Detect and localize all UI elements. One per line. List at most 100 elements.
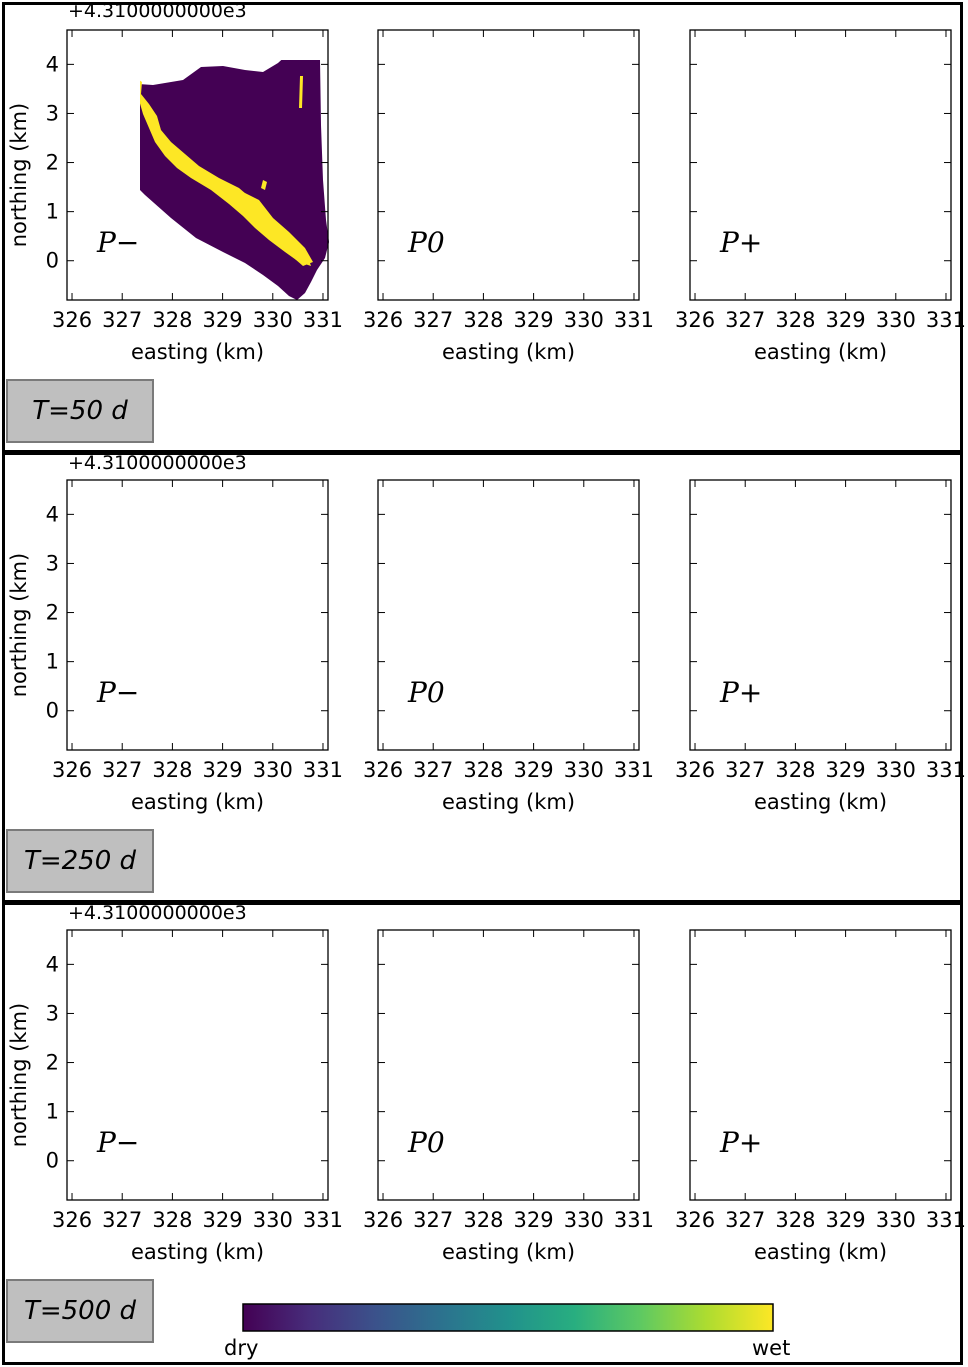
- wet-area: [878, 1042, 908, 1066]
- catchment-dry-area: [73, 480, 329, 750]
- y-tick-label: 3: [46, 551, 59, 575]
- x-tick-label: 329: [826, 308, 866, 332]
- x-tick-label: 328: [775, 758, 815, 782]
- row-frame-t50: [2, 2, 963, 453]
- map-panel: 326 327 328 329 330 331 easting (km) P+: [675, 479, 966, 814]
- x-tick-label: 327: [413, 1208, 453, 1232]
- x-tick-label: 328: [775, 1208, 815, 1232]
- x-tick-label: 327: [725, 758, 765, 782]
- axes-frame: [377, 929, 640, 1201]
- x-axis-label: easting (km): [754, 790, 887, 814]
- catchment-dry-area: [384, 30, 640, 300]
- wet-area: [612, 70, 620, 130]
- x-axis-label: easting (km): [442, 340, 575, 364]
- time-label-t250: T=250 d: [6, 829, 154, 893]
- x-tick-label: 331: [614, 1208, 654, 1232]
- x-tick-label: 330: [564, 758, 604, 782]
- wet-area: [836, 562, 880, 592]
- x-tick-label: 327: [413, 308, 453, 332]
- y-tick-label: 0: [46, 1149, 59, 1173]
- wet-area: [924, 978, 930, 996]
- wet-area: [904, 1020, 912, 1030]
- scenario-label: P+: [719, 1126, 762, 1159]
- catchment-dry-area: [696, 30, 952, 300]
- wet-area: [574, 620, 582, 652]
- wet-area: [239, 190, 313, 266]
- wet-area: [544, 568, 560, 580]
- wet-area: [261, 180, 267, 190]
- wet-area: [440, 548, 478, 586]
- y-axis-label: northing (km): [7, 103, 31, 248]
- y-axis-label: northing (km): [7, 1003, 31, 1148]
- x-tick-label: 328: [463, 758, 503, 782]
- x-tick-label: 330: [253, 758, 293, 782]
- wet-area: [904, 570, 912, 580]
- y-tick-label: 2: [46, 151, 59, 175]
- axes-frame: [377, 479, 640, 751]
- axes-frame: [66, 479, 329, 751]
- wet-area: [544, 118, 560, 130]
- wet-area: [836, 112, 880, 142]
- scenario-label: P0: [407, 226, 445, 259]
- scenario-label: P−: [96, 1126, 139, 1159]
- wet-area: [766, 88, 942, 268]
- y-tick-label: 1: [46, 650, 59, 674]
- map-panel: 326 327 328 329 330 331 easting (km) P0: [363, 929, 654, 1264]
- y-tick-label: 2: [46, 601, 59, 625]
- x-tick-label: 329: [203, 758, 243, 782]
- y-tick-label: 4: [46, 952, 59, 976]
- x-tick-label: 331: [926, 308, 966, 332]
- scenario-label: P−: [96, 226, 139, 259]
- wet-area: [440, 98, 478, 136]
- axes-frame: [689, 479, 952, 751]
- axes-frame: [66, 29, 329, 301]
- map-panel: 326 327 328 329 330 331 0 1 2 3 4 easting (km) north…: [7, 29, 343, 364]
- time-label-t500: T=500 d: [6, 1279, 154, 1343]
- x-tick-label: 327: [413, 758, 453, 782]
- x-tick-label: 330: [876, 308, 916, 332]
- wet-area: [448, 988, 628, 1170]
- wet-area: [878, 142, 908, 166]
- x-tick-label: 329: [514, 1208, 554, 1232]
- x-tick-label: 327: [725, 308, 765, 332]
- wet-area: [606, 1024, 614, 1040]
- x-tick-label: 331: [614, 308, 654, 332]
- x-tick-label: 330: [876, 758, 916, 782]
- wet-area: [606, 574, 614, 590]
- x-tick-label: 330: [564, 308, 604, 332]
- x-tick-label: 327: [725, 1208, 765, 1232]
- x-tick-label: 326: [363, 1208, 403, 1232]
- x-tick-label: 331: [926, 1208, 966, 1232]
- x-axis-label: easting (km): [131, 790, 264, 814]
- x-tick-label: 329: [826, 1208, 866, 1232]
- row-frame-t250: [2, 452, 963, 903]
- x-tick-label: 326: [675, 1208, 715, 1232]
- axes-frame: [66, 929, 329, 1201]
- x-tick-label: 330: [564, 1208, 604, 1232]
- x-axis-label: easting (km): [442, 1240, 575, 1264]
- axes-frame: [689, 29, 952, 301]
- wet-area: [139, 530, 311, 716]
- scenario-label: P+: [719, 226, 762, 259]
- wet-area: [544, 1018, 560, 1030]
- x-tick-label: 330: [876, 1208, 916, 1232]
- wet-area: [139, 980, 311, 1166]
- x-tick-label: 331: [614, 758, 654, 782]
- wet-area: [574, 1070, 582, 1102]
- wet-area: [574, 170, 582, 202]
- scenario-label: P+: [719, 676, 762, 709]
- catchment-dry-area: [696, 930, 952, 1200]
- x-tick-label: 326: [363, 308, 403, 332]
- catchment-dry-area: [384, 930, 640, 1200]
- offset-text-row1: +4.3100000000e3: [68, 0, 247, 22]
- wet-area: [299, 976, 303, 1008]
- x-tick-label: 326: [675, 308, 715, 332]
- x-tick-label: 328: [775, 308, 815, 332]
- y-tick-label: 0: [46, 249, 59, 273]
- y-tick-label: 3: [46, 101, 59, 125]
- catchment-dry-area: [140, 60, 329, 300]
- x-tick-label: 331: [303, 758, 343, 782]
- wet-area: [299, 526, 303, 558]
- catchment-dry-area: [73, 930, 329, 1200]
